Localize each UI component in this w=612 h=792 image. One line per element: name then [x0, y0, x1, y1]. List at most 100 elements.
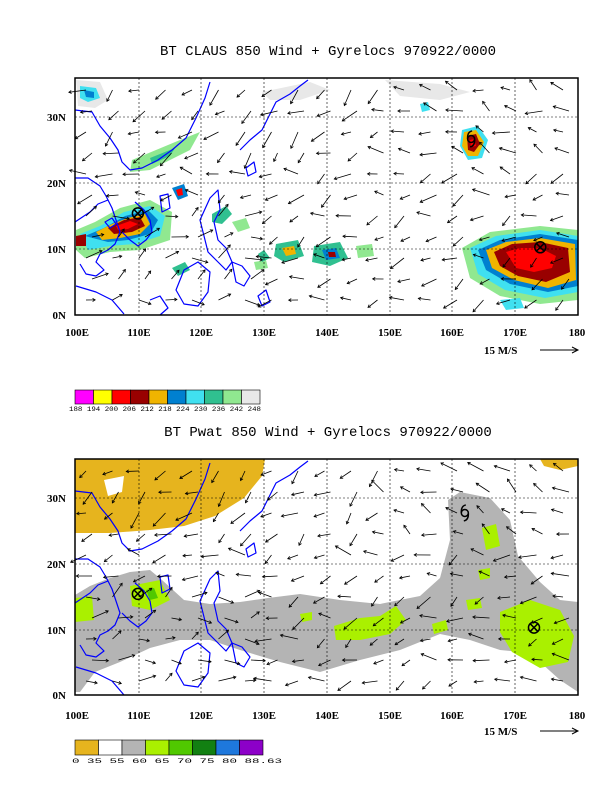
- wind-vector: [260, 512, 272, 518]
- wind-vector: [373, 659, 384, 665]
- wind-vector: [283, 168, 299, 175]
- wind-vector-head: [79, 110, 84, 114]
- wind-vector-head: [416, 605, 421, 610]
- wind-vector: [288, 596, 299, 608]
- wind-vector-head: [425, 238, 430, 243]
- wind-vector-head: [258, 174, 263, 179]
- wind-vector-head: [315, 243, 320, 248]
- wind-vector: [420, 173, 431, 184]
- wind-vector: [349, 533, 358, 546]
- wind-vector-head: [471, 167, 475, 171]
- wind-vector: [550, 173, 564, 184]
- wind-vector-head: [366, 221, 370, 226]
- wind-vector-head: [69, 559, 74, 563]
- wind-vector: [497, 596, 511, 599]
- wind-vector-head: [371, 603, 375, 607]
- wind-vector: [290, 131, 299, 149]
- wind-vector-head: [265, 616, 270, 621]
- wind-vector: [224, 659, 240, 665]
- wind-vector-head: [174, 214, 179, 219]
- wind-vector: [507, 478, 517, 493]
- wind-vector-head: [147, 301, 152, 306]
- wind-vector: [366, 215, 378, 226]
- wind-vector-head: [553, 620, 558, 625]
- wind-vector: [316, 89, 325, 99]
- wind-vector: [318, 659, 331, 666]
- wind-vector-head: [426, 572, 431, 576]
- wind-vector: [369, 638, 378, 646]
- wind-vector-head: [420, 258, 424, 262]
- wind-vector-head: [341, 118, 346, 122]
- wind-vector-head: [108, 116, 112, 121]
- wind-vector: [261, 89, 272, 97]
- wind-vector: [259, 173, 272, 178]
- bottom-lat-axis: 30N 20N 10N 0N: [47, 493, 66, 702]
- wind-vector-head: [209, 102, 213, 106]
- wind-vector: [555, 299, 564, 311]
- wind-vector-head: [127, 548, 131, 552]
- wind-vector-head: [472, 658, 476, 663]
- wind-vector-head: [260, 269, 265, 273]
- wind-vector-head: [397, 109, 401, 113]
- wind-vector-head: [371, 530, 376, 535]
- wind-vector-head: [122, 172, 126, 177]
- wind-vector-head: [142, 248, 147, 252]
- wind-vector-head: [441, 257, 446, 262]
- wind-vector-head: [552, 105, 557, 109]
- wind-vector: [450, 488, 464, 493]
- wind-vector-head: [218, 539, 222, 544]
- wind-vector: [524, 299, 537, 309]
- wind-vector: [317, 173, 325, 184]
- wind-vector-head: [119, 294, 123, 298]
- colorbar-swatch: [167, 389, 187, 405]
- wind-vector-head: [119, 582, 123, 587]
- wind-vector-head: [528, 643, 532, 647]
- wind-vector-head: [449, 572, 454, 576]
- wind-vector: [552, 653, 570, 661]
- wind-vector-head: [81, 157, 86, 162]
- wind-vector-head: [297, 159, 302, 164]
- wind-vector-head: [395, 687, 400, 691]
- wind-vector-head: [531, 527, 536, 532]
- wind-vector-head: [105, 272, 109, 277]
- wind-vector-head: [287, 111, 291, 115]
- wind-vector-head: [549, 260, 554, 264]
- top-wind-vectors: [68, 79, 570, 313]
- wind-vector: [529, 464, 537, 472]
- wind-vector: [470, 215, 484, 221]
- wind-vector-head: [467, 461, 471, 466]
- wind-vector: [321, 194, 331, 208]
- wind-vector-head: [419, 613, 423, 618]
- wind-vector-head: [550, 81, 554, 86]
- wind-vector: [394, 469, 405, 472]
- wind-vector-head: [389, 265, 394, 270]
- wind-vector-head: [152, 523, 157, 527]
- wind-vector-head: [337, 594, 341, 599]
- wind-vector: [104, 512, 113, 520]
- wind-vector: [165, 673, 173, 682]
- bottom-map-panel: [69, 458, 579, 696]
- wind-vector-head: [217, 503, 222, 508]
- wind-vector-head: [309, 211, 314, 216]
- top-lon-label: 180: [569, 327, 586, 339]
- wind-vector-head: [264, 560, 269, 565]
- wind-vector: [235, 131, 246, 146]
- wind-vector: [394, 596, 405, 607]
- wind-vector-head: [476, 505, 480, 509]
- top-title: BT CLAUS 850 Wind + Gyrelocs 970922/0000: [160, 44, 496, 60]
- wind-vector-head: [362, 550, 367, 554]
- wind-vector-head: [316, 113, 321, 118]
- wind-vector-head: [446, 219, 451, 224]
- wind-vector: [287, 554, 299, 560]
- wind-vector-head: [131, 654, 136, 658]
- wind-vector-head: [419, 199, 424, 203]
- wind-vector-head: [264, 197, 269, 201]
- wind-vector-head: [502, 222, 506, 227]
- wind-vector-head: [262, 658, 266, 663]
- wind-vector: [416, 211, 431, 217]
- wind-vector-head: [289, 218, 293, 223]
- top-lat-label: 20N: [47, 178, 66, 190]
- bottom-lat-label: 0N: [53, 690, 67, 702]
- wind-vector: [474, 596, 484, 605]
- wind-vector-head: [244, 499, 249, 504]
